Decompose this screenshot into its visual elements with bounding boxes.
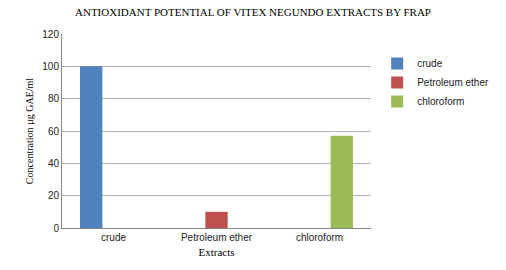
svg-text:Extracts: Extracts xyxy=(198,246,234,258)
svg-text:60: 60 xyxy=(48,126,60,137)
svg-text:crude: crude xyxy=(417,58,442,69)
svg-text:Petroleum ether: Petroleum ether xyxy=(417,77,489,88)
svg-text:chloroform: chloroform xyxy=(417,96,464,107)
svg-text:Petroleum ether: Petroleum ether xyxy=(181,232,253,243)
svg-text:100: 100 xyxy=(42,61,59,72)
svg-text:20: 20 xyxy=(48,190,60,201)
svg-text:0: 0 xyxy=(53,223,59,234)
svg-text:40: 40 xyxy=(48,158,60,169)
svg-text:80: 80 xyxy=(48,93,60,104)
svg-text:crude: crude xyxy=(101,232,126,243)
svg-text:Concentration µg GAE/ml: Concentration µg GAE/ml xyxy=(24,78,35,185)
svg-text:120: 120 xyxy=(42,29,59,40)
svg-text:chloroform: chloroform xyxy=(296,232,343,243)
svg-text:ANTIOXIDANT POTENTIAL OF VITEX: ANTIOXIDANT POTENTIAL OF VITEX NEGUNDO E… xyxy=(75,6,431,18)
